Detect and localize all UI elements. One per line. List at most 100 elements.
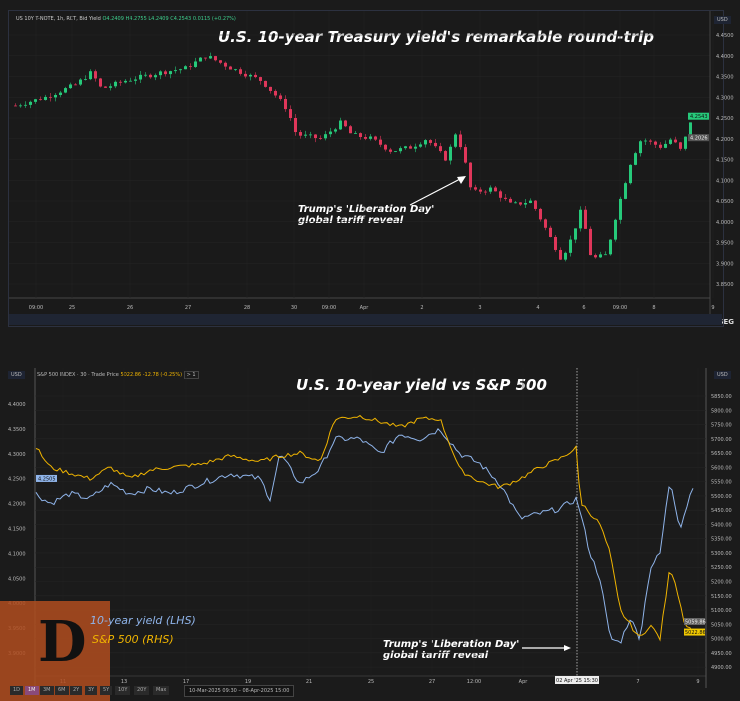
candle-body: [664, 143, 667, 148]
right-tick-label: 5200.00: [711, 580, 732, 586]
low-value: L4.2409: [148, 16, 169, 22]
candle-body: [284, 98, 287, 110]
candle-body: [444, 151, 447, 161]
candle-body: [614, 219, 617, 240]
candle-body: [639, 141, 642, 154]
y-tick-label: 4.3000: [716, 95, 734, 101]
currency-button[interactable]: USD: [714, 16, 731, 24]
candle-body: [564, 252, 567, 260]
right-tick-label: 5000.00: [711, 637, 732, 643]
range-button-max[interactable]: Max: [153, 686, 170, 695]
range-button-2y[interactable]: 2Y: [70, 686, 83, 695]
candle-body: [194, 61, 197, 67]
right-tick-label: 5300.00: [711, 551, 732, 557]
x-tick-label: 25: [368, 679, 374, 685]
range-button-1d[interactable]: 1D: [10, 686, 24, 695]
x-tick-label: 26: [127, 305, 133, 311]
right-tick-label: 5400.00: [711, 522, 732, 528]
close-value: C4.2543: [170, 16, 192, 22]
date-range-picker[interactable]: 10-Mar-2025 09:30 – 08-Apr-2025 15:00: [184, 685, 295, 697]
y-tick-label: 4.0500: [716, 199, 734, 205]
x-tick-label: 30: [291, 305, 297, 311]
range-button-10y[interactable]: 10Y: [115, 686, 131, 695]
candle-body: [524, 203, 527, 205]
candle-body: [559, 249, 562, 260]
right-tick-label: 5550.00: [711, 480, 732, 486]
y-tick-label: 3.9000: [716, 261, 734, 267]
candle-body: [249, 74, 252, 77]
candle-body: [669, 139, 672, 144]
left-tick-label: 4.4000: [8, 402, 26, 408]
range-button-5y[interactable]: 5Y: [100, 686, 113, 695]
right-tick-label: 5100.00: [711, 608, 732, 614]
candle-body: [489, 187, 492, 192]
candle-body: [504, 197, 507, 199]
candle-body: [69, 84, 72, 89]
last-price-marker: [688, 112, 709, 120]
candle-body: [449, 146, 452, 161]
candle-body: [364, 137, 367, 139]
candle-body: [509, 198, 512, 203]
candle-body: [124, 80, 127, 83]
grey-marker-label: 5059.86: [685, 620, 706, 626]
candle-body: [34, 99, 37, 102]
candle-body: [309, 134, 312, 136]
candle-body: [389, 149, 392, 152]
candle-body: [24, 104, 27, 106]
candle-body: [44, 96, 47, 100]
candle-body: [259, 77, 262, 81]
lseg-logo: LSEG: [714, 318, 735, 326]
sp500-line: [35, 414, 694, 642]
candle-body: [414, 146, 417, 149]
candle-body: [79, 79, 82, 85]
candle-body: [189, 66, 192, 68]
candle-body: [424, 140, 427, 145]
range-button-1m[interactable]: 1M: [25, 686, 39, 695]
candle-body: [234, 69, 237, 71]
x-tick-label: 3: [478, 305, 481, 311]
range-button-20y[interactable]: 20Y: [134, 686, 150, 695]
range-button-3m[interactable]: 3M: [40, 686, 54, 695]
candle-body: [164, 71, 167, 75]
candle-body: [384, 144, 387, 150]
sp500-marker-label: 5022.86: [685, 630, 706, 636]
y-tick-label: 3.8500: [716, 282, 734, 288]
y-tick-label: 4.4000: [716, 54, 734, 60]
left-tick-label: 4.1500: [8, 527, 26, 533]
footer-bar: [9, 314, 722, 325]
symbol-label: US 10Y T-NOTE, 1h, RCT, Bid Yield: [16, 16, 101, 22]
right-tick-label: 5700.00: [711, 437, 732, 443]
x-tick-label: 8: [652, 305, 655, 311]
range-button-3y[interactable]: 3Y: [85, 686, 98, 695]
candle-body: [204, 57, 207, 59]
candle-body: [574, 228, 577, 240]
candle-body: [49, 96, 52, 98]
candle-body: [499, 191, 502, 198]
candle-body: [154, 75, 157, 78]
left-tick-label: 4.3500: [8, 427, 26, 433]
range-button-6m[interactable]: 6M: [55, 686, 69, 695]
candle-body: [529, 200, 532, 204]
crosshair-label: 02 Apr '25 15:30: [556, 678, 598, 684]
candle-body: [129, 80, 132, 82]
candle-body: [599, 254, 602, 258]
candle-body: [464, 147, 467, 163]
y-tick-label: 3.9500: [716, 241, 734, 247]
candle-body: [349, 126, 352, 134]
candle-body: [239, 69, 242, 74]
left-tick-label: 4.0500: [8, 576, 26, 582]
candle-body: [299, 132, 302, 136]
right-currency-button[interactable]: USD: [714, 371, 731, 379]
candle-body: [54, 94, 57, 98]
candle-body: [539, 208, 542, 220]
more-button[interactable]: > 1: [183, 371, 199, 379]
candle-body: [549, 227, 552, 237]
candle-body: [339, 120, 342, 130]
candle-body: [94, 71, 97, 79]
ref-price-label: 4.2026: [690, 136, 708, 142]
candle-body: [334, 129, 337, 132]
candle-body: [374, 136, 377, 140]
left-currency-button[interactable]: USD: [8, 371, 25, 379]
candle-body: [379, 139, 382, 145]
candle-body: [589, 228, 592, 256]
